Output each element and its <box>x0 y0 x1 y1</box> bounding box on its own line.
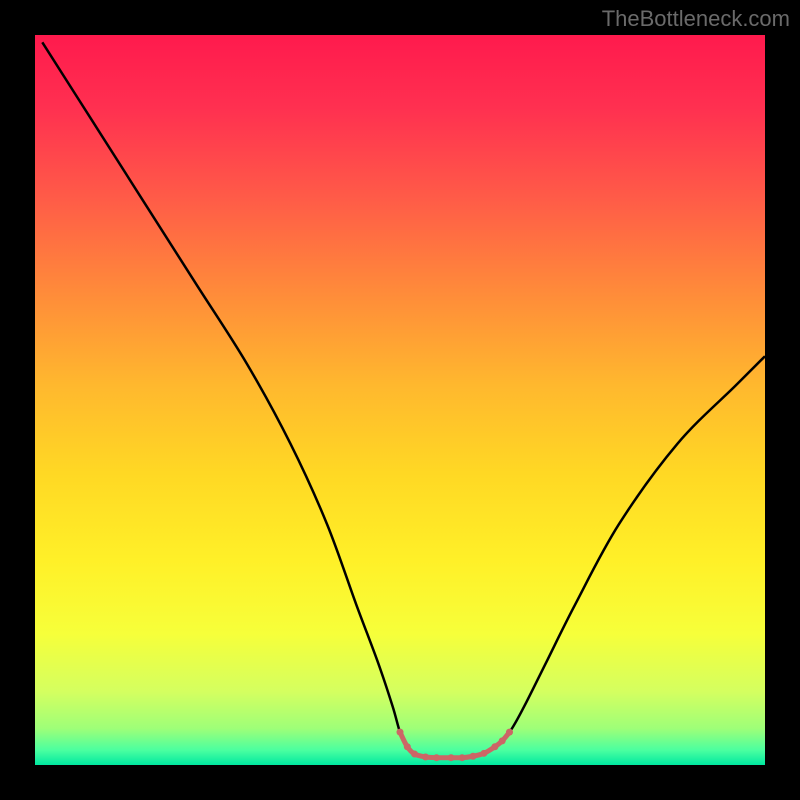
highlight-dot <box>422 753 429 760</box>
highlight-dot <box>506 729 513 736</box>
bottom-highlight <box>35 35 765 765</box>
highlight-dot <box>470 753 477 760</box>
highlight-dot <box>480 750 487 757</box>
highlight-dot <box>397 729 404 736</box>
attribution-text: TheBottleneck.com <box>602 6 790 32</box>
highlight-dot <box>448 754 455 761</box>
highlight-dot <box>411 751 418 758</box>
highlight-dot <box>433 754 440 761</box>
highlight-dot <box>491 743 498 750</box>
highlight-dot <box>404 743 411 750</box>
plot-area <box>35 35 765 765</box>
highlight-dot <box>499 737 506 744</box>
highlight-dot <box>459 754 466 761</box>
